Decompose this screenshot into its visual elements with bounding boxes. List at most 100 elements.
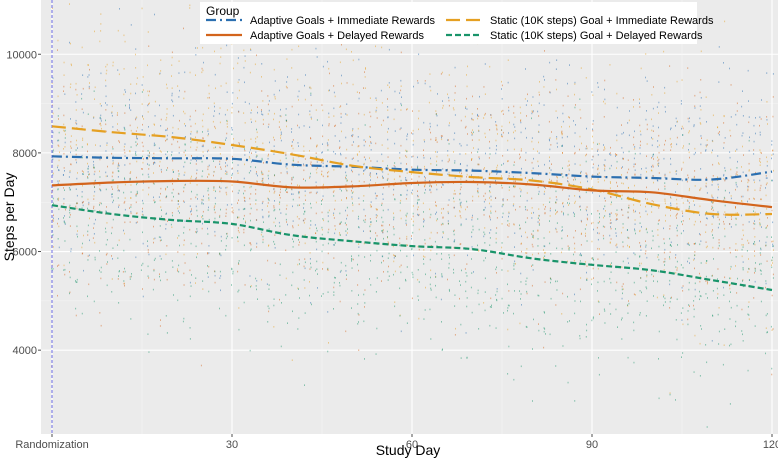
data-point xyxy=(741,200,742,202)
data-point xyxy=(429,128,431,131)
data-point xyxy=(52,112,54,115)
data-point xyxy=(447,173,449,175)
data-point xyxy=(436,245,438,247)
data-point xyxy=(322,185,324,187)
data-point xyxy=(375,216,377,219)
data-point xyxy=(112,201,114,204)
data-point xyxy=(99,123,101,125)
data-point xyxy=(75,109,77,111)
data-point xyxy=(525,68,526,70)
data-point xyxy=(569,202,570,205)
data-point xyxy=(334,276,335,279)
data-point xyxy=(507,177,509,179)
data-point xyxy=(501,216,503,218)
data-point xyxy=(53,202,54,205)
data-point xyxy=(405,155,407,157)
data-point xyxy=(207,168,209,171)
data-point xyxy=(346,232,348,234)
data-point xyxy=(771,179,772,182)
data-point xyxy=(232,147,234,149)
data-point xyxy=(633,163,635,166)
data-point xyxy=(118,170,120,173)
data-point xyxy=(166,169,168,171)
data-point xyxy=(495,169,497,172)
data-point xyxy=(640,249,642,251)
data-point xyxy=(279,201,281,203)
data-point xyxy=(255,285,257,287)
data-point xyxy=(166,278,168,281)
data-point xyxy=(454,92,456,94)
data-point xyxy=(723,223,725,225)
data-point xyxy=(334,95,336,98)
data-point xyxy=(280,345,282,348)
data-point xyxy=(405,279,407,282)
data-point xyxy=(580,233,582,235)
data-point xyxy=(238,307,240,309)
data-point xyxy=(676,213,678,216)
data-point xyxy=(429,216,431,219)
data-point xyxy=(761,99,762,101)
data-point xyxy=(369,185,370,188)
data-point xyxy=(135,152,136,155)
data-point xyxy=(489,237,491,239)
data-point xyxy=(202,151,204,153)
data-point xyxy=(550,253,552,255)
data-point xyxy=(694,254,696,257)
data-point xyxy=(424,165,425,168)
data-point xyxy=(106,222,108,224)
data-point xyxy=(549,197,551,199)
data-point xyxy=(759,187,761,189)
data-point xyxy=(711,205,713,208)
data-point xyxy=(81,191,83,193)
data-point xyxy=(454,114,456,116)
data-point xyxy=(597,173,598,175)
data-point xyxy=(363,181,365,183)
data-point xyxy=(130,146,132,148)
data-point xyxy=(610,238,612,240)
data-point xyxy=(58,264,60,266)
data-point xyxy=(573,215,575,217)
data-point xyxy=(442,107,444,109)
data-point xyxy=(501,135,502,138)
data-point xyxy=(748,285,749,287)
data-point xyxy=(610,222,612,224)
data-point xyxy=(274,243,276,245)
data-point xyxy=(652,164,654,167)
data-point xyxy=(729,300,730,303)
data-point xyxy=(688,189,690,192)
data-point xyxy=(483,214,485,216)
data-point xyxy=(557,116,558,119)
data-point xyxy=(291,179,293,181)
data-point xyxy=(617,185,618,187)
data-point xyxy=(680,312,682,314)
data-point xyxy=(699,233,700,235)
data-point xyxy=(773,169,774,172)
data-point xyxy=(179,89,180,92)
data-point xyxy=(772,115,774,118)
data-point xyxy=(436,151,438,153)
data-point xyxy=(124,183,126,186)
data-point xyxy=(345,278,347,280)
data-point xyxy=(748,242,750,244)
data-point xyxy=(129,207,130,209)
data-point xyxy=(263,221,264,223)
data-point xyxy=(303,125,305,127)
data-point xyxy=(179,212,180,214)
data-point xyxy=(226,173,228,175)
data-point xyxy=(279,225,281,228)
data-point xyxy=(244,197,246,199)
data-point xyxy=(459,198,461,201)
data-point xyxy=(520,195,521,197)
data-point xyxy=(153,172,154,174)
data-point xyxy=(603,208,605,210)
data-point xyxy=(52,197,54,200)
data-point xyxy=(304,384,305,386)
data-point xyxy=(87,207,88,210)
data-point xyxy=(123,34,125,37)
data-point xyxy=(532,96,534,98)
data-point xyxy=(496,166,498,169)
data-point xyxy=(491,304,492,307)
data-point xyxy=(526,209,528,211)
data-point xyxy=(82,74,84,76)
data-point xyxy=(705,231,707,233)
